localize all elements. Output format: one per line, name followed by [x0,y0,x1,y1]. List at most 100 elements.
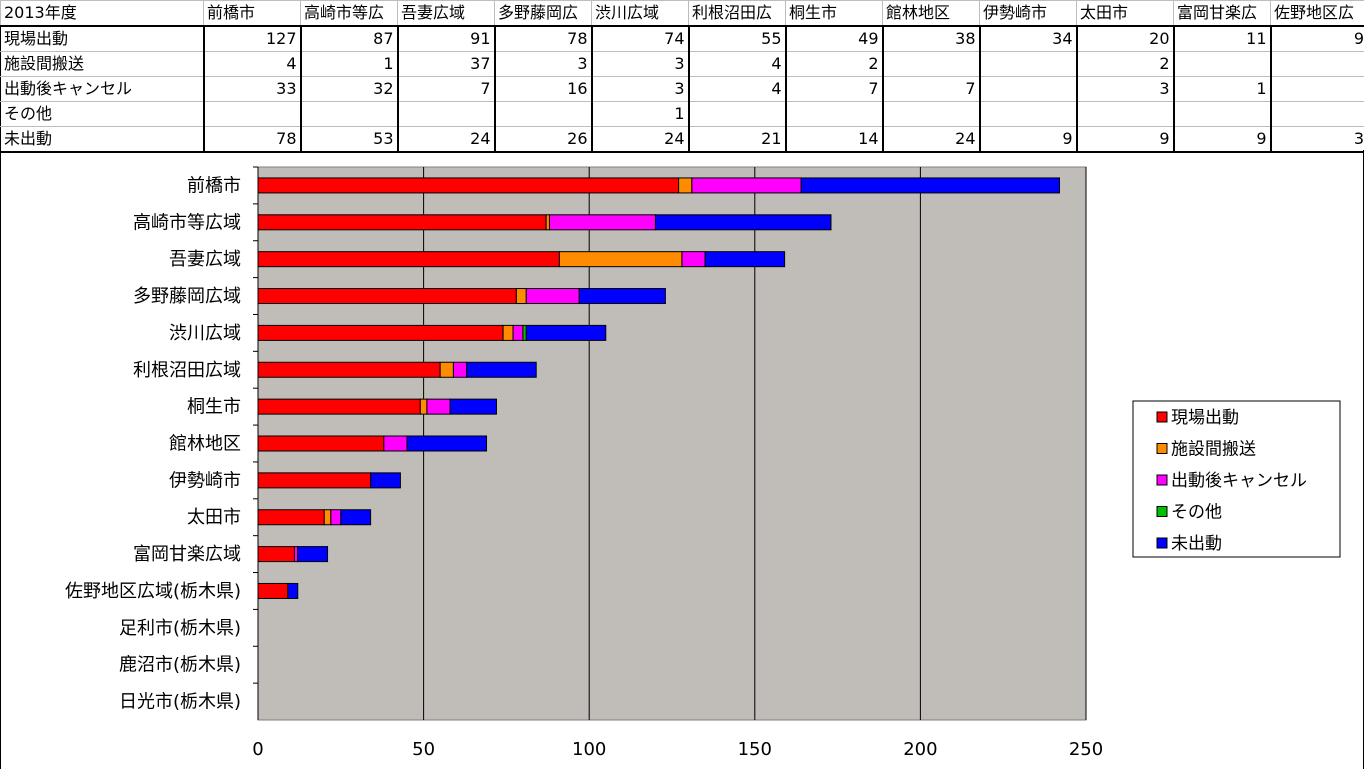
table-row: 出動後キャンセル 33 32 7 16 3 4 7 7 3 1 [0,76,1364,102]
table-cell: 78 [202,126,301,153]
legend-label: 施設間搬送 [1171,440,1256,460]
chart-svg: 0 50 100 150 200 250 前橋市高崎市等広域吾妻広域多野藤岡広域渋川広域利根… [65,166,1341,760]
bar-segment [370,472,401,489]
category-label: 高崎市等広域 [133,212,241,233]
table-cell: 24 [590,126,689,153]
bar-segment [257,546,295,563]
bar-segment [512,324,524,341]
table-cell: 16 [493,76,592,102]
table-cell: 38 [881,25,980,52]
column-header: 富岡甘楽広 [1173,0,1271,27]
x-tick-label: 0 [252,739,263,760]
table-cell [1172,51,1271,77]
table-cell [396,101,495,127]
table-cell: 3 [590,76,689,102]
table-cell: 21 [687,126,786,153]
stacked-bar-chart: 0 50 100 150 200 250 前橋市 高崎市等広域 吾妻広域 多野藤岡広域 渋川広域 利根… [0,150,1364,769]
table-cell: 34 [978,25,1077,52]
legend-label: 出動後キャンセル [1171,471,1307,491]
table-cell: 7 [784,76,883,102]
bar-segment [257,288,517,305]
table-cell [1172,101,1271,127]
bar-segment [257,435,385,452]
bar-segment [340,509,372,526]
table-row: 未出動 78 53 24 26 24 21 14 24 9 9 9 3 [0,126,1364,153]
table-cell: 1 [299,51,398,77]
bar-segment [383,435,408,452]
bar-segment [525,324,607,341]
table-cell [1075,101,1174,127]
table-cell: 37 [396,51,495,77]
row-label: 出動後キャンセル [0,76,204,102]
legend-swatch [1156,537,1168,549]
category-label: 佐野地区広域(栃木県) [65,581,241,602]
table-cell [784,101,883,127]
table-cell: 1 [590,101,689,127]
column-header: 前橋市 [203,0,301,27]
legend-label: 未出動 [1171,534,1222,554]
bar-segment [257,509,325,526]
table-cell: 3 [590,51,689,77]
bar-segment [257,324,504,341]
bar-segment [558,251,683,268]
bar-segment [449,398,497,415]
category-label: 多野藤岡広域 [133,286,241,307]
bar-segment [323,509,332,526]
bar-segment [297,546,329,563]
table-row: 施設間搬送 4 1 37 3 3 4 2 2 [0,51,1364,77]
table-cell: 9 [1172,126,1271,153]
table-row: 現場出動 127 87 91 78 74 55 49 38 34 20 11 9 [0,25,1364,52]
table-cell: 2 [784,51,883,77]
table-cell: 24 [881,126,980,153]
bar-segment [502,324,514,341]
column-header: 渋川広域 [591,0,689,27]
column-header: 館林地区 [882,0,980,27]
legend-swatch [1156,506,1168,517]
category-label: 足利市(栃木県) [119,618,241,639]
bar-segment [515,288,527,305]
table-cell: 74 [590,25,689,52]
category-label: 富岡甘楽広域 [133,544,241,565]
category-label: 前橋市 [187,175,241,196]
table-cell: 78 [493,25,592,52]
bar-segment [678,177,693,194]
row-label: その他 [0,101,204,127]
table-cell: 9 [1269,25,1364,52]
x-tick-label: 250 [1069,739,1103,760]
table-cell: 49 [784,25,883,52]
table-cell [881,51,980,77]
legend-swatch [1156,474,1168,486]
table-cell: 53 [299,126,398,153]
data-table: 2013年度 前橋市 高崎市等広 吾妻広域 多野藤岡広 渋川広域 利根沼田広 桐… [0,0,1364,153]
table-cell: 3 [1075,76,1174,102]
table-cell: 24 [396,126,495,153]
table-cell [687,101,786,127]
table-cell: 3 [1269,126,1364,153]
column-header: 佐野地区広 [1270,0,1364,27]
table-cell: 9 [1075,126,1174,153]
bar-segment [419,398,428,415]
column-header: 吾妻広域 [397,0,495,27]
category-label: 館林地区 [169,434,241,455]
bar-segment [287,582,299,599]
bar-segment [257,251,560,268]
x-tick-label: 150 [738,739,772,760]
table-cell: 55 [687,25,786,52]
category-label: 桐生市 [187,397,241,418]
table-cell: 20 [1075,25,1174,52]
legend-label: 現場出動 [1171,408,1239,428]
table-row: その他 1 [0,101,1364,127]
table-cell: 127 [202,25,301,52]
table-cell: 4 [687,51,786,77]
table-body: 現場出動 127 87 91 78 74 55 49 38 34 20 11 9 施設間搬送 4 1 37 3 3 4… [0,25,1364,153]
bar-segment [257,398,421,415]
bar-segment [654,214,832,231]
column-header: 高崎市等広 [300,0,398,27]
bar-segment [257,214,547,231]
row-label: 現場出動 [0,25,204,52]
bar-segment [257,361,441,378]
table-cell [299,101,398,127]
table-cell [1269,101,1364,127]
column-header: 伊勢崎市 [979,0,1077,27]
bar-segment [466,361,537,378]
